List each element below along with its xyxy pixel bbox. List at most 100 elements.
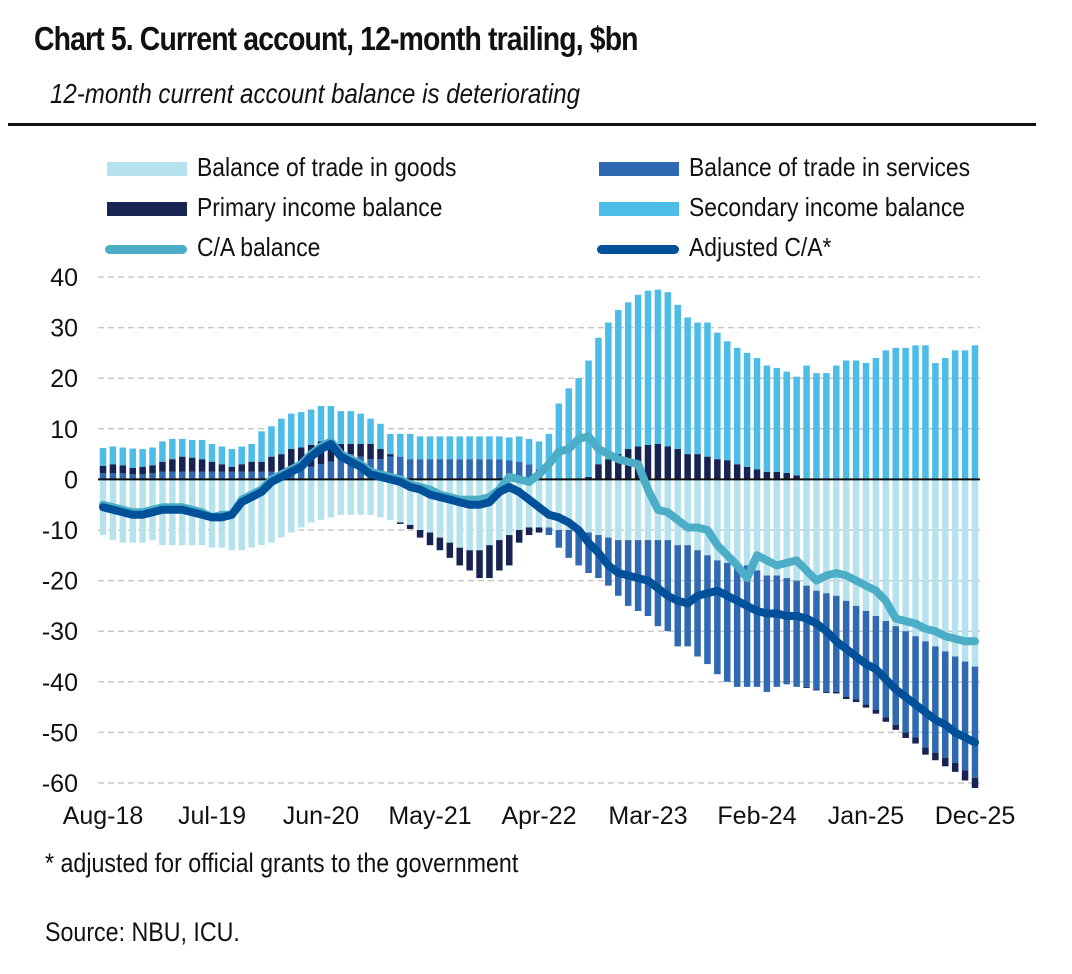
bar-secondary — [456, 436, 463, 460]
bar-goods — [704, 479, 711, 556]
bar-goods — [575, 479, 582, 530]
legend-item-goods: Balance of trade in goods — [197, 152, 492, 183]
bar-goods — [446, 479, 454, 543]
y-tick-label: -60 — [42, 770, 78, 798]
bar-goods — [823, 479, 830, 594]
bar-goods — [486, 479, 493, 546]
bar-services — [862, 610, 870, 705]
bar-goods — [932, 479, 939, 647]
bar-goods — [288, 479, 295, 533]
bar-goods — [347, 479, 354, 515]
bar-primary — [436, 537, 444, 551]
line-series — [99, 432, 979, 747]
bar-secondary — [506, 437, 513, 461]
bar-primary — [694, 454, 701, 480]
bar-services — [555, 530, 563, 548]
bar-secondary — [773, 368, 781, 472]
bar-services — [743, 565, 751, 687]
bar-secondary — [119, 447, 127, 466]
bar-secondary — [763, 365, 771, 472]
legend-item-ca: C/A balance — [197, 232, 337, 263]
bar-primary — [377, 449, 384, 460]
y-tick-label: 20 — [50, 365, 78, 393]
bar-secondary — [486, 436, 493, 460]
bar-primary — [258, 461, 265, 472]
bar-goods — [892, 479, 899, 627]
bar-primary — [278, 454, 285, 472]
bar-primary — [733, 464, 741, 480]
bar-goods — [942, 479, 949, 652]
bar-secondary — [228, 449, 236, 467]
bar-goods — [555, 479, 563, 530]
bar-goods — [258, 479, 265, 546]
bar-services — [129, 474, 136, 480]
bar-goods — [951, 479, 959, 657]
bar-secondary — [208, 443, 216, 462]
bar-services — [188, 471, 196, 480]
bar-primary — [644, 444, 652, 480]
bar-services — [932, 646, 939, 753]
bar-goods — [882, 479, 890, 622]
bar-primary — [515, 530, 523, 543]
bar-services — [674, 545, 681, 647]
bar-services — [773, 575, 781, 687]
legend-label: Balance of trade in services — [689, 152, 971, 182]
bar-goods — [833, 479, 840, 596]
bar-goods — [515, 479, 523, 530]
bar-goods — [902, 479, 909, 632]
bar-primary — [466, 550, 473, 571]
bar-secondary — [664, 292, 672, 447]
line-adj — [99, 440, 979, 747]
bar-primary — [753, 469, 761, 480]
y-tick-label: -10 — [42, 517, 78, 545]
bar-goods — [644, 479, 652, 541]
bar-secondary — [654, 289, 662, 444]
bar-secondary — [406, 433, 414, 460]
bar-services — [169, 471, 176, 480]
legend-swatch-adj — [597, 245, 679, 254]
bar-primary — [198, 459, 206, 472]
bar-secondary — [615, 309, 622, 455]
bar-goods — [912, 479, 919, 637]
legend-label: Balance of trade in goods — [197, 152, 457, 182]
bar-primary — [535, 527, 543, 533]
bar-secondary — [902, 347, 909, 480]
bar-primary — [922, 747, 929, 755]
y-tick-label: -40 — [42, 669, 78, 697]
bar-secondary — [882, 350, 890, 480]
bar-secondary — [793, 376, 800, 476]
bar-primary — [585, 476, 592, 480]
x-tick-label: Jan-25 — [828, 802, 904, 830]
bar-secondary — [852, 360, 860, 480]
bar-primary — [971, 777, 979, 789]
bar-goods — [248, 479, 255, 548]
bar-primary — [595, 464, 602, 480]
bar-services — [724, 562, 731, 682]
bar-goods — [753, 479, 761, 571]
bar-secondary — [833, 365, 840, 480]
bar-services — [902, 631, 909, 733]
bar-primary — [842, 696, 850, 700]
bar-goods — [813, 479, 820, 591]
bar-primary — [99, 465, 107, 474]
y-tick-label: -20 — [42, 568, 78, 596]
bar-secondary — [169, 438, 176, 460]
bar-primary — [724, 460, 731, 480]
bar-primary — [951, 762, 959, 772]
bar-primary — [179, 456, 186, 472]
bar-secondary — [159, 441, 166, 462]
bar-secondary — [496, 436, 503, 460]
bar-services — [823, 593, 830, 692]
bar-services — [694, 550, 701, 657]
bar-secondary — [724, 341, 731, 461]
bar-services — [525, 464, 533, 480]
bar-goods — [971, 479, 979, 667]
bar-services — [179, 471, 186, 480]
bar-primary — [813, 689, 820, 691]
bar-primary — [714, 459, 721, 480]
bar-secondary — [288, 413, 295, 450]
bar-goods — [426, 479, 434, 533]
bar-services — [436, 459, 444, 480]
bar-primary — [763, 471, 771, 480]
bar-goods — [783, 479, 790, 579]
